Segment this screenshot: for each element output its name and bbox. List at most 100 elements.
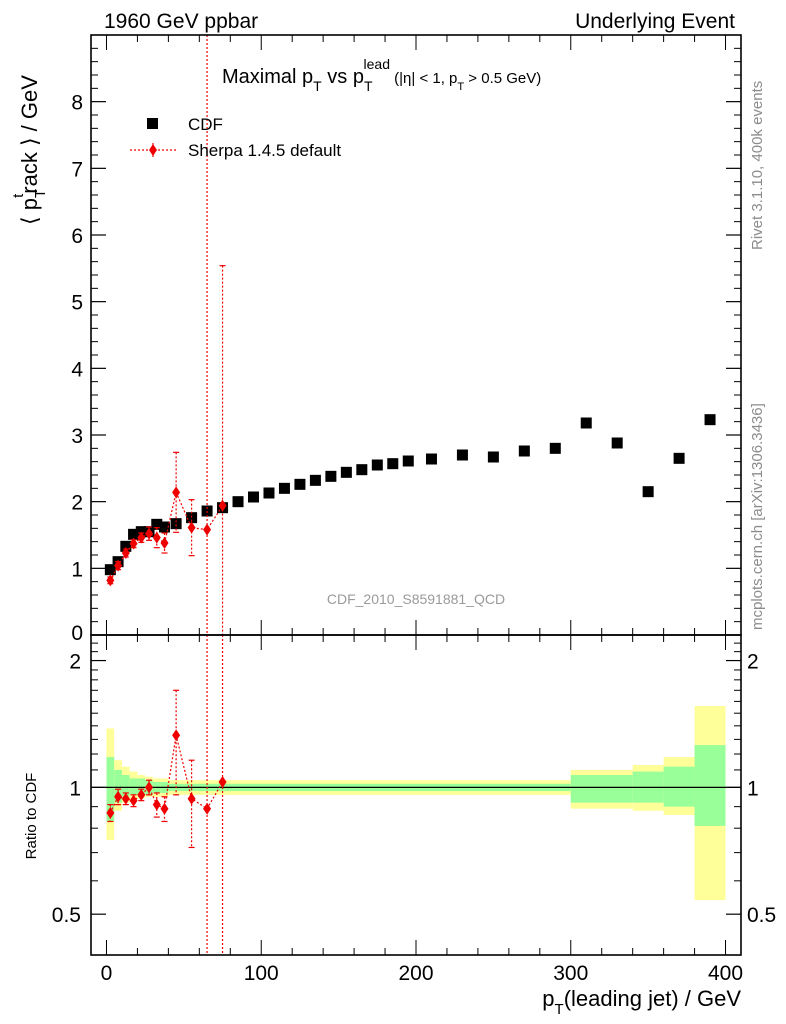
cdf-point <box>340 466 352 478</box>
sherpa-point <box>187 521 196 534</box>
ratio-point <box>187 792 196 805</box>
cdf-point <box>186 512 198 524</box>
ratio-point <box>114 790 123 803</box>
legend-sherpa-label: Sherpa 1.4.5 default <box>188 141 341 160</box>
ratio-point <box>172 729 181 742</box>
ratio-point <box>218 775 227 788</box>
ratio-point <box>152 798 161 811</box>
cdf-point <box>128 528 140 540</box>
sherpa-point <box>152 531 161 544</box>
mcplots-label: mcplots.cern.ch [arXiv:1306.3436] <box>749 403 766 630</box>
ratio-point <box>160 802 169 815</box>
ratio-ylabel: Ratio to CDF <box>23 773 40 860</box>
ratio-point <box>203 802 212 815</box>
cdf-point <box>387 458 399 470</box>
cdf-point <box>549 442 561 454</box>
x-tick-label: 400 <box>708 962 743 985</box>
sherpa-point <box>137 531 146 544</box>
header-right: Underlying Event <box>575 10 735 33</box>
cdf-point <box>120 540 132 552</box>
ratio-point <box>129 794 138 807</box>
y-tick-label: 8 <box>71 92 83 115</box>
cdf-point <box>356 464 368 476</box>
ratio-bands <box>91 706 741 901</box>
legend-sherpa-marker <box>149 144 157 156</box>
y-tick-label: 1 <box>71 558 83 581</box>
cdf-point <box>294 478 306 490</box>
sherpa-point <box>121 547 130 559</box>
y-tick-label: 4 <box>71 358 83 381</box>
cdf-point <box>309 474 321 486</box>
cdf-point <box>518 445 530 457</box>
ratio-point <box>106 806 115 819</box>
uncertainty-band-inner <box>121 774 130 797</box>
uncertainty-band-inner <box>663 766 695 807</box>
sherpa-point <box>129 537 138 550</box>
ratio-y-tick-label-right: 1 <box>747 777 759 800</box>
cdf-point <box>151 518 163 530</box>
x-axis-label: pT(leading jet) / GeV <box>542 986 741 1018</box>
cdf-point <box>278 482 290 494</box>
main-panel: 1 2 3 4 5 6 7 8 0 1960 GeV ppbar Underlying Even… <box>10 10 742 645</box>
analysis-watermark: CDF_2010_S8591881_QCD <box>327 591 505 607</box>
sherpa-point <box>203 523 212 536</box>
legend-cdf-label: CDF <box>188 115 223 134</box>
ratio-y-tick-label-right: 2 <box>747 651 759 674</box>
cdf-point <box>402 455 414 467</box>
cdf-point <box>232 496 244 508</box>
cdf-point <box>704 414 716 426</box>
ratio-point <box>121 792 130 805</box>
ratio-marks <box>106 635 227 955</box>
main-axes: 1 2 3 4 5 6 7 8 0 <box>71 35 741 645</box>
x-tick-label: 200 <box>398 962 433 985</box>
ratio-y-tick-label-right: 0.5 <box>747 904 776 927</box>
rivet-version-label: Rivet 3.1.10, 400k events <box>749 81 766 250</box>
x-tick-label: 300 <box>553 962 588 985</box>
uncertainty-band-inner <box>106 757 115 822</box>
legend-cdf-marker <box>147 118 158 129</box>
cdf-point <box>425 453 437 465</box>
cdf-point <box>325 470 337 482</box>
cdf-point <box>263 487 275 499</box>
ratio-point <box>145 781 154 794</box>
uncertainty-band-inner <box>137 778 146 795</box>
cdf-point <box>159 521 171 533</box>
sherpa-point <box>172 486 181 499</box>
uncertainty-band-inner <box>129 778 138 795</box>
cdf-point <box>580 417 592 429</box>
ratio-y-tick-label-left: 1 <box>69 777 81 800</box>
x-tick-label: 0 <box>101 962 113 985</box>
cdf-point <box>642 486 654 498</box>
legend: CDF Sherpa 1.4.5 default <box>130 115 341 160</box>
cdf-point <box>673 452 685 464</box>
y-tick-label: 6 <box>71 225 83 248</box>
uncertainty-band-inner <box>114 769 122 803</box>
sherpa-point <box>218 499 227 512</box>
header-left: 1960 GeV ppbar <box>104 10 258 33</box>
ratio-y-tick-label-left: 0.5 <box>52 904 81 927</box>
y-tick-label: 5 <box>71 292 83 315</box>
ratio-axes: 0.5 0.5 1 1 2 2 0 100 200 300 400 <box>52 635 776 985</box>
y-tick-label: 3 <box>71 425 83 448</box>
sherpa-point <box>145 527 154 540</box>
cdf-point <box>487 451 499 463</box>
ratio-y-tick-label-left: 2 <box>69 651 81 674</box>
x-tick-label: 100 <box>244 962 279 985</box>
cdf-point <box>456 449 468 461</box>
cdf-point <box>104 564 116 576</box>
ratio-point <box>137 788 146 801</box>
y-tick-label: 7 <box>71 158 83 181</box>
y-tick-label-zero: 0 <box>71 622 83 645</box>
cdf-point <box>611 437 623 449</box>
main-ylabel: ⟨ pTtrack ⟩ / GeV <box>10 75 49 225</box>
sherpa-point <box>106 574 115 587</box>
ratio-panel: 0.5 0.5 1 1 2 2 0 100 200 300 400 Ratio to CDF pT(… <box>23 634 776 1018</box>
uncertainty-band-inner <box>694 745 726 826</box>
plot-title: Maximal pT vs pTlead (|η| < 1, pT > 0.5 … <box>222 56 541 94</box>
sherpa-point <box>160 537 169 549</box>
cdf-point <box>170 518 182 530</box>
y-tick-label: 2 <box>71 492 83 515</box>
cdf-point <box>248 491 259 503</box>
cdf-point <box>371 459 383 471</box>
